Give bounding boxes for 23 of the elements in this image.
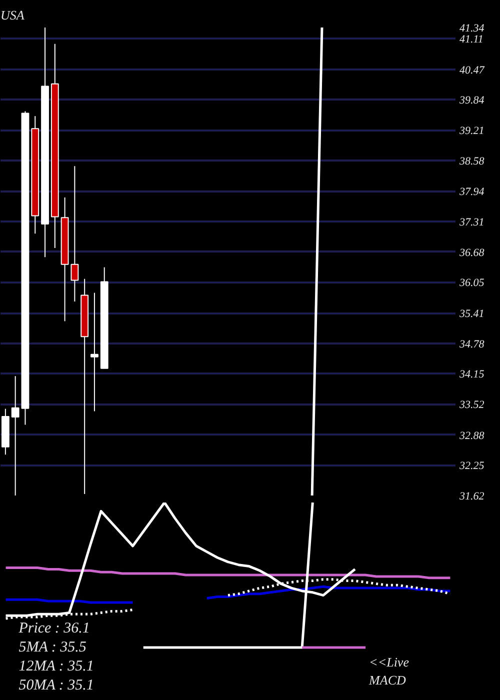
y-tick-label: 37.94 [458,186,485,198]
y-tick-label: 32.88 [458,430,485,442]
text: 50MA : 35.1 [18,678,94,694]
y-tick-label: 41.34 [460,22,485,34]
y-tick-label: 36.68 [458,246,485,259]
annotation: 5MA : 35.5 [18,640,87,656]
text: 12MA : 35.1 [18,658,94,674]
y-tick-label: 32.25 [458,460,485,472]
y-tick-label: 31.62 [458,490,485,502]
y-tick-label: 37.31 [458,216,484,229]
y-tick-label: 34.15 [458,368,485,381]
text: <<Live MACD [368,654,410,688]
y-tick-label: 41.11 [460,34,484,46]
y-tick-label: 33.52 [458,399,485,412]
y-tick-label: 39.84 [458,94,485,107]
annotation: Price : 36.1 [18,620,90,636]
chart-title: USA [0,8,24,22]
y-tick-label: 38.58 [458,155,485,168]
y-tick-label: 40.47 [460,64,485,76]
y-tick-label: 39.21 [458,125,484,138]
y-tick-label: 36.05 [458,277,485,290]
y-tick-label: 34.78 [458,338,485,350]
y-tick-label: 35.41 [458,308,484,320]
